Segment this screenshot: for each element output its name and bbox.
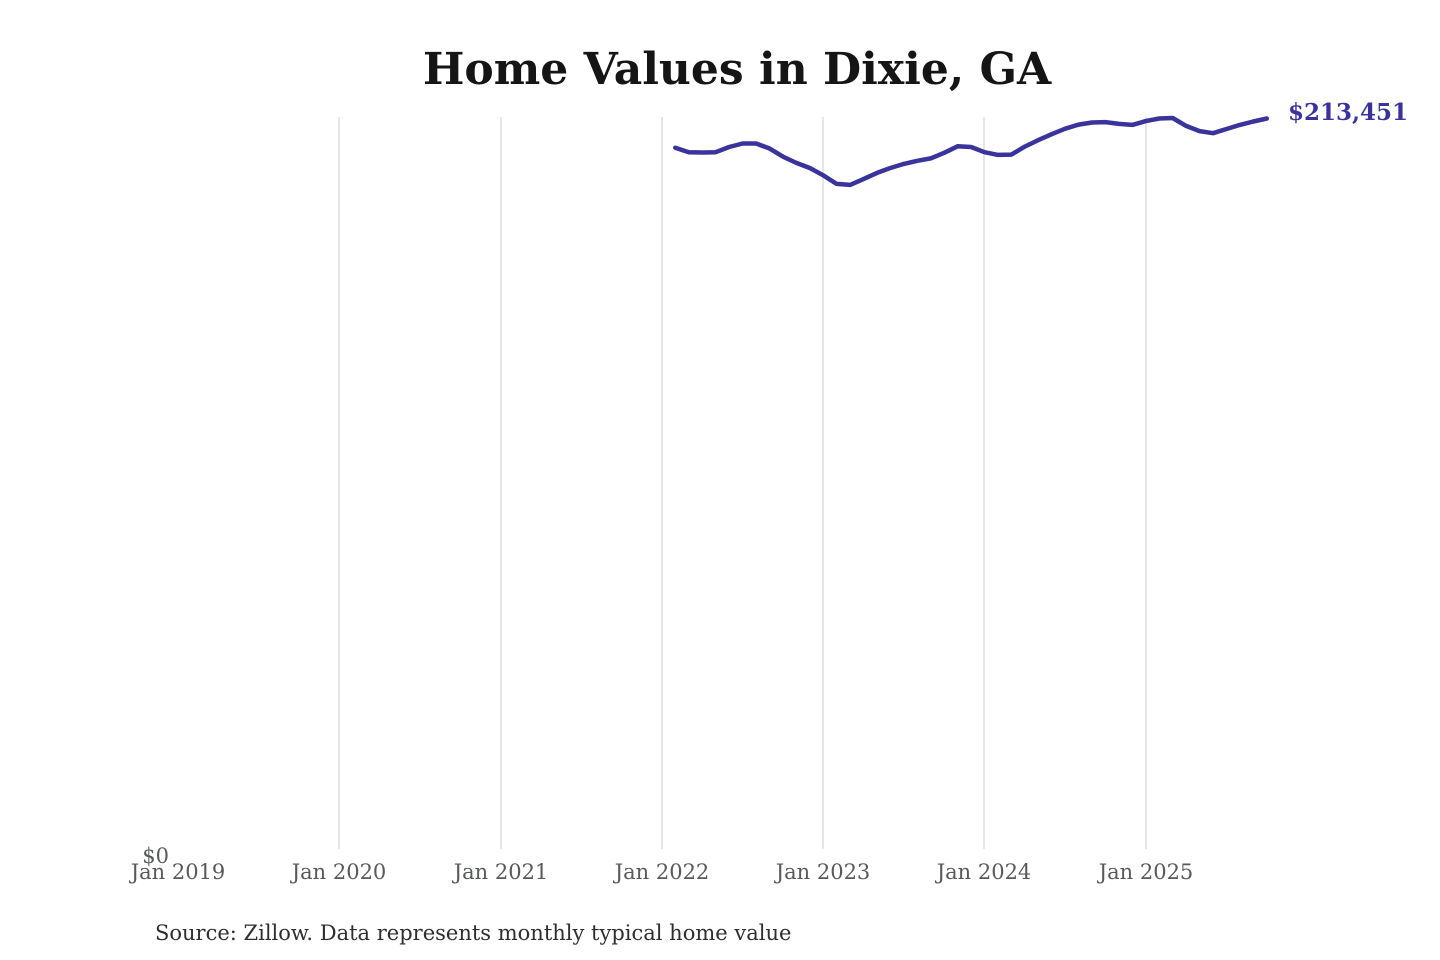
chart-title: Home Values in Dixie, GA: [423, 44, 1052, 95]
x-tick-jan-2025: Jan 2025: [1097, 860, 1194, 884]
x-tick-jan-2019: Jan 2019: [129, 860, 226, 884]
end-value-label: $213,451: [1288, 99, 1408, 126]
y-tick-zero: $0: [142, 844, 169, 868]
gridlines: [338, 117, 1147, 849]
x-tick-jan-2020: Jan 2020: [290, 860, 387, 884]
x-tick-jan-2021: Jan 2021: [452, 860, 549, 884]
x-tick-jan-2024: Jan 2024: [935, 860, 1032, 884]
source-note: Source: Zillow. Data represents monthly …: [155, 921, 791, 945]
x-axis: Jan 2019 Jan 2020 Jan 2021 Jan 2022 Jan …: [129, 860, 1194, 884]
x-tick-jan-2023: Jan 2023: [774, 860, 871, 884]
home-value-line: [673, 115, 1270, 188]
x-tick-jan-2022: Jan 2022: [613, 860, 710, 884]
